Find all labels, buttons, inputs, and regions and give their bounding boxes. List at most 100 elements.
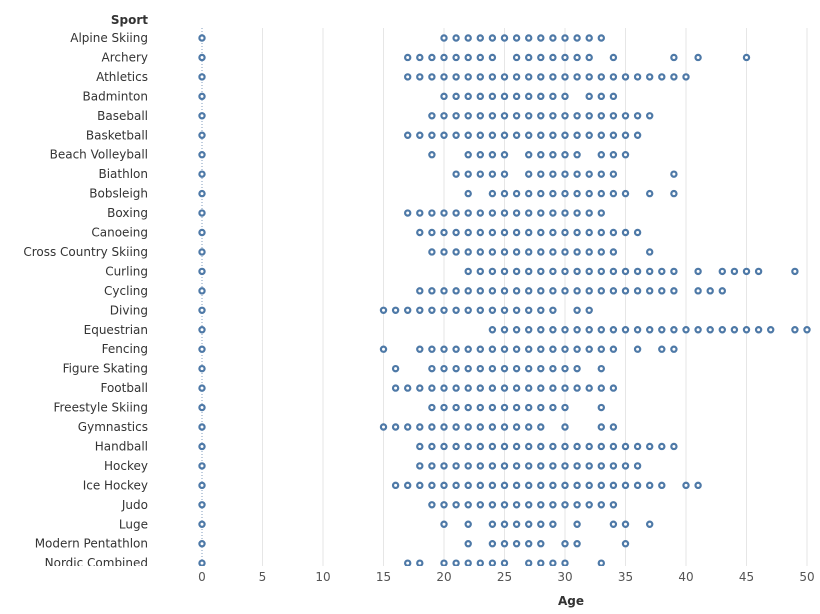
age-point[interactable]: [525, 442, 533, 451]
age-point[interactable]: [500, 73, 509, 81]
age-point[interactable]: [609, 112, 618, 120]
age-point[interactable]: [404, 131, 412, 139]
age-point[interactable]: [488, 345, 497, 353]
age-point[interactable]: [525, 73, 533, 81]
age-point[interactable]: [452, 384, 460, 392]
age-point[interactable]: [488, 248, 497, 256]
age-point[interactable]: [476, 559, 484, 566]
age-point[interactable]: [621, 326, 630, 334]
age-point[interactable]: [609, 345, 618, 353]
age-point[interactable]: [452, 170, 460, 178]
age-point[interactable]: [694, 481, 702, 490]
age-point[interactable]: [512, 92, 521, 101]
age-point[interactable]: [658, 326, 666, 334]
age-point[interactable]: [476, 248, 484, 256]
age-point[interactable]: [428, 481, 436, 490]
age-point[interactable]: [573, 326, 581, 334]
age-point[interactable]: [670, 287, 678, 295]
age-point[interactable]: [464, 462, 472, 470]
age-point[interactable]: [452, 481, 460, 490]
age-point[interactable]: [646, 442, 654, 451]
age-point[interactable]: [646, 520, 654, 528]
age-point[interactable]: [416, 228, 424, 237]
age-point[interactable]: [561, 559, 569, 566]
age-point[interactable]: [452, 306, 460, 314]
age-point[interactable]: [452, 209, 460, 217]
age-point[interactable]: [670, 326, 678, 334]
age-point[interactable]: [573, 481, 581, 490]
age-point[interactable]: [452, 73, 460, 81]
age-point[interactable]: [440, 34, 448, 42]
age-point[interactable]: [633, 326, 642, 334]
age-point[interactable]: [198, 131, 206, 139]
age-point[interactable]: [561, 150, 569, 159]
age-point[interactable]: [537, 423, 545, 431]
age-point[interactable]: [549, 267, 557, 276]
age-point[interactable]: [428, 150, 436, 159]
age-point[interactable]: [585, 92, 593, 101]
age-point[interactable]: [561, 423, 569, 431]
age-point[interactable]: [549, 501, 557, 509]
age-point[interactable]: [585, 248, 593, 256]
age-point[interactable]: [646, 267, 654, 276]
age-point[interactable]: [464, 209, 472, 217]
age-point[interactable]: [609, 423, 618, 431]
age-point[interactable]: [609, 170, 618, 178]
age-point[interactable]: [597, 559, 605, 566]
age-point[interactable]: [718, 287, 727, 295]
age-point[interactable]: [561, 73, 569, 81]
age-point[interactable]: [621, 442, 630, 451]
age-point[interactable]: [416, 559, 424, 566]
age-point[interactable]: [512, 442, 521, 451]
age-point[interactable]: [198, 481, 206, 490]
age-point[interactable]: [428, 384, 436, 392]
age-point[interactable]: [682, 326, 690, 334]
age-point[interactable]: [561, 267, 569, 276]
age-point[interactable]: [416, 442, 424, 451]
age-point[interactable]: [198, 189, 206, 198]
age-point[interactable]: [646, 189, 654, 198]
age-point[interactable]: [525, 53, 533, 62]
age-point[interactable]: [791, 267, 799, 276]
age-point[interactable]: [476, 150, 484, 159]
age-point[interactable]: [525, 92, 533, 101]
age-point[interactable]: [549, 481, 557, 490]
age-point[interactable]: [561, 170, 569, 178]
age-point[interactable]: [646, 287, 654, 295]
age-point[interactable]: [694, 267, 702, 276]
age-point[interactable]: [391, 423, 400, 431]
age-point[interactable]: [488, 326, 497, 334]
age-point[interactable]: [464, 364, 472, 373]
age-point[interactable]: [476, 403, 484, 412]
age-point[interactable]: [500, 462, 509, 470]
age-point[interactable]: [803, 326, 811, 334]
age-point[interactable]: [525, 131, 533, 139]
age-point[interactable]: [428, 501, 436, 509]
age-point[interactable]: [537, 345, 545, 353]
age-point[interactable]: [464, 189, 472, 198]
age-point[interactable]: [621, 540, 630, 548]
age-point[interactable]: [791, 326, 799, 334]
age-point[interactable]: [416, 462, 424, 470]
age-point[interactable]: [452, 462, 460, 470]
age-point[interactable]: [476, 481, 484, 490]
age-point[interactable]: [464, 112, 472, 120]
age-point[interactable]: [500, 170, 509, 178]
age-point[interactable]: [488, 540, 497, 548]
age-point[interactable]: [476, 228, 484, 237]
age-point[interactable]: [549, 131, 557, 139]
age-point[interactable]: [633, 287, 642, 295]
age-point[interactable]: [500, 189, 509, 198]
age-point[interactable]: [198, 287, 206, 295]
age-point[interactable]: [440, 462, 448, 470]
age-point[interactable]: [621, 267, 630, 276]
age-point[interactable]: [512, 209, 521, 217]
age-point[interactable]: [537, 209, 545, 217]
age-point[interactable]: [609, 92, 618, 101]
age-point[interactable]: [597, 228, 606, 237]
age-point[interactable]: [488, 384, 497, 392]
age-point[interactable]: [706, 287, 714, 295]
age-point[interactable]: [452, 53, 460, 62]
age-point[interactable]: [416, 131, 424, 139]
age-point[interactable]: [440, 520, 448, 528]
